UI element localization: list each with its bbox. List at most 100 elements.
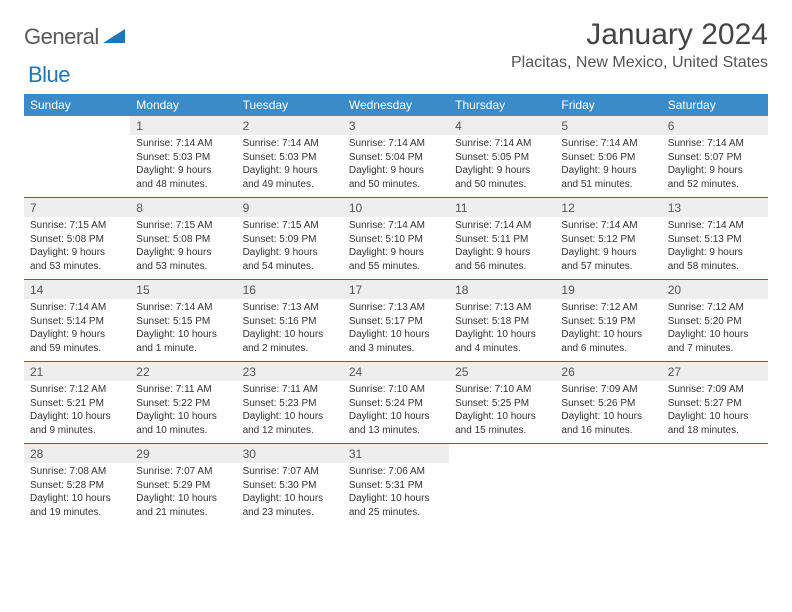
- day-details: Sunrise: 7:11 AMSunset: 5:23 PMDaylight:…: [237, 381, 343, 443]
- sunset-text: Sunset: 5:17 PM: [349, 315, 443, 329]
- calendar-cell: 19Sunrise: 7:12 AMSunset: 5:19 PMDayligh…: [555, 280, 661, 362]
- sunset-text: Sunset: 5:07 PM: [668, 151, 762, 165]
- sunset-text: Sunset: 5:16 PM: [243, 315, 337, 329]
- daylight-text-2: and 25 minutes.: [349, 506, 443, 520]
- calendar-cell: 7Sunrise: 7:15 AMSunset: 5:08 PMDaylight…: [24, 198, 130, 280]
- calendar-cell: 30Sunrise: 7:07 AMSunset: 5:30 PMDayligh…: [237, 444, 343, 526]
- logo: General: [24, 18, 127, 50]
- sunset-text: Sunset: 5:13 PM: [668, 233, 762, 247]
- daylight-text-2: and 55 minutes.: [349, 260, 443, 274]
- day-number: 5: [555, 116, 661, 135]
- sunset-text: Sunset: 5:25 PM: [455, 397, 549, 411]
- calendar-cell: 21Sunrise: 7:12 AMSunset: 5:21 PMDayligh…: [24, 362, 130, 444]
- day-details: Sunrise: 7:12 AMSunset: 5:19 PMDaylight:…: [555, 299, 661, 361]
- sunset-text: Sunset: 5:03 PM: [243, 151, 337, 165]
- sunset-text: Sunset: 5:05 PM: [455, 151, 549, 165]
- day-details: Sunrise: 7:10 AMSunset: 5:25 PMDaylight:…: [449, 381, 555, 443]
- daylight-text-2: and 50 minutes.: [349, 178, 443, 192]
- day-number: 27: [662, 362, 768, 381]
- day-number: 31: [343, 444, 449, 463]
- weekday-header: Wednesday: [343, 94, 449, 116]
- daylight-text-2: and 12 minutes.: [243, 424, 337, 438]
- sunrise-text: Sunrise: 7:15 AM: [30, 219, 124, 233]
- day-number: 1: [130, 116, 236, 135]
- calendar-cell: 22Sunrise: 7:11 AMSunset: 5:22 PMDayligh…: [130, 362, 236, 444]
- sunrise-text: Sunrise: 7:12 AM: [668, 301, 762, 315]
- calendar-cell: 27Sunrise: 7:09 AMSunset: 5:27 PMDayligh…: [662, 362, 768, 444]
- calendar-cell: 10Sunrise: 7:14 AMSunset: 5:10 PMDayligh…: [343, 198, 449, 280]
- sunset-text: Sunset: 5:28 PM: [30, 479, 124, 493]
- sunset-text: Sunset: 5:29 PM: [136, 479, 230, 493]
- day-number: 14: [24, 280, 130, 299]
- daylight-text-1: Daylight: 9 hours: [136, 164, 230, 178]
- weekday-header: Saturday: [662, 94, 768, 116]
- daylight-text-1: Daylight: 10 hours: [30, 410, 124, 424]
- daylight-text-1: Daylight: 10 hours: [349, 410, 443, 424]
- daylight-text-2: and 59 minutes.: [30, 342, 124, 356]
- calendar-body: 1Sunrise: 7:14 AMSunset: 5:03 PMDaylight…: [24, 116, 768, 525]
- calendar-cell: 31Sunrise: 7:06 AMSunset: 5:31 PMDayligh…: [343, 444, 449, 526]
- day-details: Sunrise: 7:10 AMSunset: 5:24 PMDaylight:…: [343, 381, 449, 443]
- daylight-text-2: and 6 minutes.: [561, 342, 655, 356]
- day-number: 26: [555, 362, 661, 381]
- sunset-text: Sunset: 5:18 PM: [455, 315, 549, 329]
- weekday-header: Tuesday: [237, 94, 343, 116]
- day-details: Sunrise: 7:06 AMSunset: 5:31 PMDaylight:…: [343, 463, 449, 525]
- sunset-text: Sunset: 5:08 PM: [30, 233, 124, 247]
- daylight-text-2: and 51 minutes.: [561, 178, 655, 192]
- daylight-text-1: Daylight: 9 hours: [30, 328, 124, 342]
- sunrise-text: Sunrise: 7:13 AM: [455, 301, 549, 315]
- daylight-text-1: Daylight: 10 hours: [349, 492, 443, 506]
- daylight-text-1: Daylight: 10 hours: [243, 492, 337, 506]
- calendar-cell: 9Sunrise: 7:15 AMSunset: 5:09 PMDaylight…: [237, 198, 343, 280]
- calendar-cell: 11Sunrise: 7:14 AMSunset: 5:11 PMDayligh…: [449, 198, 555, 280]
- calendar-cell: [555, 444, 661, 526]
- sunset-text: Sunset: 5:11 PM: [455, 233, 549, 247]
- calendar-cell: 18Sunrise: 7:13 AMSunset: 5:18 PMDayligh…: [449, 280, 555, 362]
- sunrise-text: Sunrise: 7:07 AM: [136, 465, 230, 479]
- sunrise-text: Sunrise: 7:12 AM: [561, 301, 655, 315]
- calendar-cell: 25Sunrise: 7:10 AMSunset: 5:25 PMDayligh…: [449, 362, 555, 444]
- daylight-text-2: and 16 minutes.: [561, 424, 655, 438]
- daylight-text-2: and 53 minutes.: [30, 260, 124, 274]
- daylight-text-2: and 13 minutes.: [349, 424, 443, 438]
- sunrise-text: Sunrise: 7:14 AM: [243, 137, 337, 151]
- daylight-text-2: and 21 minutes.: [136, 506, 230, 520]
- sunset-text: Sunset: 5:14 PM: [30, 315, 124, 329]
- daylight-text-2: and 48 minutes.: [136, 178, 230, 192]
- sunrise-text: Sunrise: 7:09 AM: [668, 383, 762, 397]
- calendar-week-row: 7Sunrise: 7:15 AMSunset: 5:08 PMDaylight…: [24, 198, 768, 280]
- sunrise-text: Sunrise: 7:14 AM: [561, 137, 655, 151]
- sunset-text: Sunset: 5:21 PM: [30, 397, 124, 411]
- calendar-cell: 29Sunrise: 7:07 AMSunset: 5:29 PMDayligh…: [130, 444, 236, 526]
- daylight-text-2: and 52 minutes.: [668, 178, 762, 192]
- daylight-text-1: Daylight: 9 hours: [30, 246, 124, 260]
- calendar-cell: 2Sunrise: 7:14 AMSunset: 5:03 PMDaylight…: [237, 116, 343, 198]
- daylight-text-1: Daylight: 10 hours: [136, 328, 230, 342]
- calendar-week-row: 1Sunrise: 7:14 AMSunset: 5:03 PMDaylight…: [24, 116, 768, 198]
- calendar-cell: [449, 444, 555, 526]
- sunrise-text: Sunrise: 7:14 AM: [136, 137, 230, 151]
- sunset-text: Sunset: 5:22 PM: [136, 397, 230, 411]
- calendar-cell: 6Sunrise: 7:14 AMSunset: 5:07 PMDaylight…: [662, 116, 768, 198]
- day-number: 6: [662, 116, 768, 135]
- calendar-cell: 17Sunrise: 7:13 AMSunset: 5:17 PMDayligh…: [343, 280, 449, 362]
- daylight-text-2: and 4 minutes.: [455, 342, 549, 356]
- day-details: Sunrise: 7:11 AMSunset: 5:22 PMDaylight:…: [130, 381, 236, 443]
- day-details: Sunrise: 7:14 AMSunset: 5:14 PMDaylight:…: [24, 299, 130, 361]
- sunrise-text: Sunrise: 7:14 AM: [349, 137, 443, 151]
- calendar-cell: 3Sunrise: 7:14 AMSunset: 5:04 PMDaylight…: [343, 116, 449, 198]
- day-details: Sunrise: 7:07 AMSunset: 5:30 PMDaylight:…: [237, 463, 343, 525]
- day-number: 30: [237, 444, 343, 463]
- daylight-text-1: Daylight: 10 hours: [136, 492, 230, 506]
- day-number: 3: [343, 116, 449, 135]
- daylight-text-1: Daylight: 10 hours: [243, 410, 337, 424]
- sunset-text: Sunset: 5:24 PM: [349, 397, 443, 411]
- calendar-cell: 24Sunrise: 7:10 AMSunset: 5:24 PMDayligh…: [343, 362, 449, 444]
- daylight-text-2: and 3 minutes.: [349, 342, 443, 356]
- weekday-header: Friday: [555, 94, 661, 116]
- daylight-text-1: Daylight: 10 hours: [561, 328, 655, 342]
- daylight-text-1: Daylight: 9 hours: [136, 246, 230, 260]
- calendar-table: Sunday Monday Tuesday Wednesday Thursday…: [24, 94, 768, 525]
- calendar-cell: 26Sunrise: 7:09 AMSunset: 5:26 PMDayligh…: [555, 362, 661, 444]
